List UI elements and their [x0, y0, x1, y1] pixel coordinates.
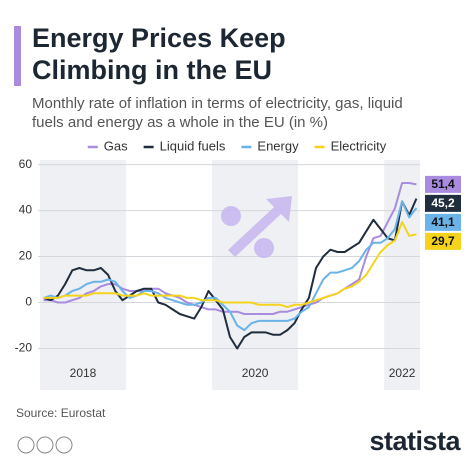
brand-logo: statista [369, 426, 460, 456]
legend-item: Electricity [314, 138, 387, 153]
end-label-box [425, 175, 461, 193]
end-label-box [425, 213, 461, 231]
year-band [40, 160, 127, 390]
x-tick-label: 2018 [70, 366, 97, 380]
end-label: 41,1 [431, 215, 455, 229]
legend-item: Liquid fuels [143, 138, 226, 153]
legend-item: Gas [87, 138, 128, 153]
legend-label: Electricity [331, 138, 387, 153]
year-band [212, 160, 299, 390]
legend-item: Energy [241, 138, 299, 153]
source: Source: Eurostat [16, 406, 106, 420]
y-tick-label: 60 [19, 157, 33, 171]
end-label: 45,2 [431, 196, 455, 210]
year-band [384, 160, 420, 390]
legend-label: Liquid fuels [160, 138, 226, 153]
end-label: 29,7 [431, 234, 455, 248]
end-label: 51,4 [431, 177, 455, 191]
x-tick-label: 2022 [389, 366, 416, 380]
y-tick-label: 20 [19, 249, 33, 263]
series-line [43, 221, 417, 309]
y-tick-label: 40 [19, 203, 33, 217]
end-label-box [425, 194, 461, 212]
series-line [43, 200, 418, 332]
y-tick-label: -20 [15, 341, 33, 355]
x-tick-label: 2020 [242, 366, 269, 380]
y-tick-label: 0 [25, 295, 32, 309]
subtitle: Monthly rate of inflation in terms of el… [32, 95, 403, 131]
legend-label: Gas [104, 138, 128, 153]
title: Energy Prices Keep Climbing in the EU [32, 23, 286, 85]
illustration [221, 196, 292, 258]
legend-label: Energy [257, 138, 299, 153]
license-icons [17, 436, 73, 454]
accent-bar [14, 26, 21, 86]
series-line [43, 198, 418, 350]
end-label-box [425, 232, 461, 250]
